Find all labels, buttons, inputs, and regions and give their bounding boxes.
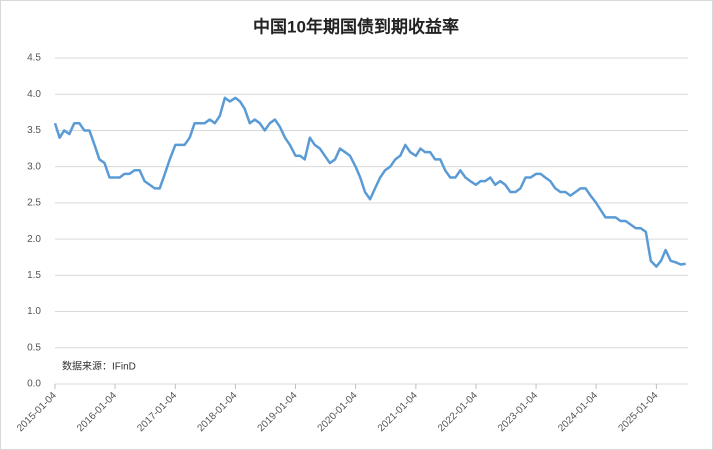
- annotation: 数据来源：IFinD: [62, 360, 136, 373]
- y-tick-label: 4.0: [27, 89, 41, 100]
- y-tick-label: 0.0: [27, 379, 41, 390]
- y-tick-label: 2.5: [27, 198, 41, 209]
- y-tick-label: 3.0: [27, 161, 41, 172]
- y-tick-label: 1.0: [27, 306, 41, 317]
- y-tick-label: 2.0: [27, 234, 41, 245]
- y-tick-label: 3.5: [27, 125, 41, 136]
- y-tick-label: 1.5: [27, 270, 41, 281]
- line-series: [53, 96, 686, 268]
- chart-title: 中国10年期国债到期收益率: [253, 16, 459, 36]
- y-tick-label: 0.5: [27, 342, 41, 353]
- y-tick-label: 4.5: [27, 53, 41, 64]
